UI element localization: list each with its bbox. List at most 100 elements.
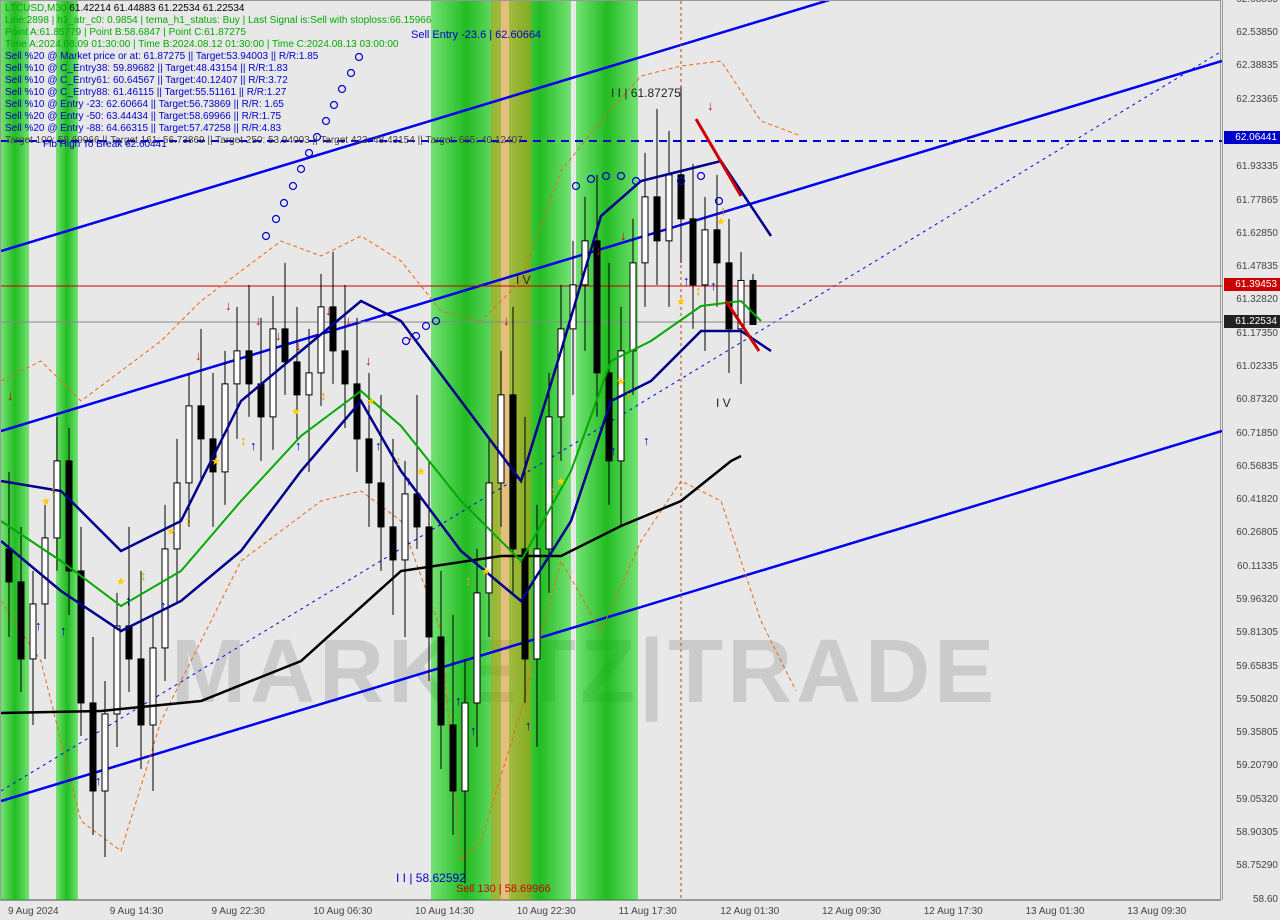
price-tick: 61.02335 (1236, 361, 1278, 372)
fib-high-label: Fib High To Break 62.60441 (43, 139, 167, 150)
price-tag: 62.06441 (1224, 131, 1280, 144)
time-tick: 13 Aug 01:30 (1026, 906, 1085, 917)
arrow-down-icon: ↓ (195, 348, 202, 363)
arrow-yellow-icon: ↕ (395, 453, 402, 468)
arrow-up-icon: ↑ (683, 273, 690, 288)
arrow-up-icon: ↑ (405, 473, 412, 488)
arrow-down-icon: ↓ (503, 313, 510, 328)
pivot-bottom-red: Sell 130 | 58.69966 (456, 883, 551, 895)
price-tick: 59.50820 (1236, 694, 1278, 705)
arrow-down-icon: ↓ (595, 243, 602, 258)
price-tick: 58.75290 (1236, 860, 1278, 871)
arrow-down-icon: ↓ (7, 388, 14, 403)
pivot-mid2: I V (716, 396, 731, 410)
arrow-down-icon: ↓ (225, 298, 232, 313)
arrow-up-icon: ↑ (710, 278, 717, 293)
price-tick: 60.56835 (1236, 461, 1278, 472)
star-icon: ★ (481, 565, 491, 578)
sell-entry-label: Sell Entry -23.6 | 62.60664 (411, 29, 541, 41)
price-tick: 59.96320 (1236, 594, 1278, 605)
time-tick: 12 Aug 01:30 (720, 906, 779, 917)
arrow-down-icon: ↓ (707, 98, 714, 113)
star-icon: ★ (116, 575, 126, 588)
price-tick: 61.93335 (1236, 161, 1278, 172)
time-tick: 9 Aug 14:30 (110, 906, 163, 917)
price-tick: 61.47835 (1236, 261, 1278, 272)
arrow-yellow-icon: ↕ (465, 573, 472, 588)
arrow-yellow-icon: ↕ (625, 388, 632, 403)
price-tick: 61.77865 (1236, 195, 1278, 206)
arrow-down-icon: ↓ (345, 313, 352, 328)
arrow-up-icon: ↑ (95, 773, 102, 788)
info-line: Sell %10 @ Entry -23: 62.60664 || Target… (5, 99, 284, 110)
arrow-up-icon: ↑ (60, 623, 67, 638)
price-tick: 60.11335 (1237, 561, 1278, 572)
star-icon: ★ (211, 455, 221, 468)
price-tick: 60.87320 (1236, 394, 1278, 405)
arrow-down-icon: ↓ (255, 313, 262, 328)
price-tick: 61.17350 (1236, 328, 1278, 339)
price-tick: 58.90305 (1236, 827, 1278, 838)
arrow-up-icon: ↑ (295, 438, 302, 453)
symbol-header: LTCUSD,M30 61.42214 61.44883 61.22534 61… (5, 3, 244, 14)
chart-area[interactable]: MARKETZ|TRADE LTCUSD,M30 61.42214 61.448… (0, 0, 1221, 900)
arrow-down-icon: ↓ (295, 338, 302, 353)
star-icon: ★ (41, 495, 51, 508)
price-tick: 60.26805 (1236, 527, 1278, 538)
time-tick: 9 Aug 22:30 (212, 906, 265, 917)
price-axis: 62.68865 62.53850 62.38835 62.23365 62.06441… (1222, 0, 1280, 900)
time-tick: 13 Aug 09:30 (1127, 906, 1186, 917)
pivot-top: I I | 61.87275 (611, 86, 681, 100)
time-tick: 9 Aug 2024 (8, 906, 59, 917)
arrow-down-icon: ↓ (620, 228, 627, 243)
time-tick: 10 Aug 06:30 (313, 906, 372, 917)
info-line: Sell %10 @ C_Entry61: 60.64567 || Target… (5, 75, 288, 86)
info-line: Sell %20 @ Entry -88: 64.66315 || Target… (5, 123, 281, 134)
info-line: Time A:2024.08.09 01:30:00 | Time B:2024… (5, 39, 398, 50)
star-icon: ★ (556, 475, 566, 488)
arrow-up-icon: ↑ (643, 433, 650, 448)
price-tick: 62.53850 (1236, 27, 1278, 38)
star-icon: ★ (366, 395, 376, 408)
price-tag: 61.22534 (1224, 315, 1280, 328)
star-icon: ★ (416, 465, 426, 478)
star-icon: ★ (716, 215, 726, 228)
arrow-up-icon: ↑ (160, 598, 167, 613)
time-tick: 12 Aug 09:30 (822, 906, 881, 917)
arrow-up-icon: ↑ (610, 443, 617, 458)
arrow-up-icon: ↑ (250, 438, 257, 453)
arrow-up-icon: ↑ (35, 618, 42, 633)
info-line: Sell %20 @ Market price or at: 61.87275 … (5, 51, 318, 62)
star-icon: ★ (166, 525, 176, 538)
price-tick: 58.60 (1253, 894, 1278, 905)
info-line: Sell %10 @ C_Entry88: 61.46115 || Target… (5, 87, 286, 98)
price-tick: 59.05320 (1236, 794, 1278, 805)
price-tick: 62.23365 (1236, 94, 1278, 105)
price-tick: 61.32820 (1236, 294, 1278, 305)
info-line: Line:2898 | h1_atr_c0: 0.9854 | tema_h1_… (5, 15, 431, 26)
price-tick: 62.68865 (1236, 0, 1278, 5)
arrow-yellow-icon: ↕ (320, 388, 327, 403)
arrow-up-icon: ↑ (525, 718, 532, 733)
pivot-mid1: I V (516, 273, 531, 287)
time-axis: 9 Aug 2024 9 Aug 14:30 9 Aug 22:30 10 Aug 0… (0, 900, 1221, 920)
arrow-down-icon: ↓ (407, 328, 414, 343)
info-line: Sell %20 @ Entry -50: 63.44434 || Target… (5, 111, 281, 122)
arrow-down-icon: ↓ (365, 353, 372, 368)
price-tick: 60.71850 (1236, 428, 1278, 439)
arrow-down-icon: ↓ (325, 303, 332, 318)
price-tag: 61.39453 (1224, 278, 1280, 291)
time-tick: 12 Aug 17:30 (924, 906, 983, 917)
arrow-up-icon: ↑ (125, 593, 132, 608)
info-line: Point A:61.85779 | Point B:58.6847 | Poi… (5, 27, 246, 38)
star-icon: ★ (616, 375, 626, 388)
star-icon: ★ (676, 295, 686, 308)
info-line: Sell %10 @ C_Entry38: 59.89682 || Target… (5, 63, 288, 74)
star-icon: ★ (291, 405, 301, 418)
price-tick: 62.38835 (1236, 60, 1278, 71)
green-zone (576, 1, 638, 901)
arrow-yellow-icon: ↕ (140, 568, 147, 583)
arrow-up-icon: ↑ (470, 723, 477, 738)
arrow-yellow-icon: ↕ (185, 513, 192, 528)
arrow-up-icon: ↑ (455, 693, 462, 708)
